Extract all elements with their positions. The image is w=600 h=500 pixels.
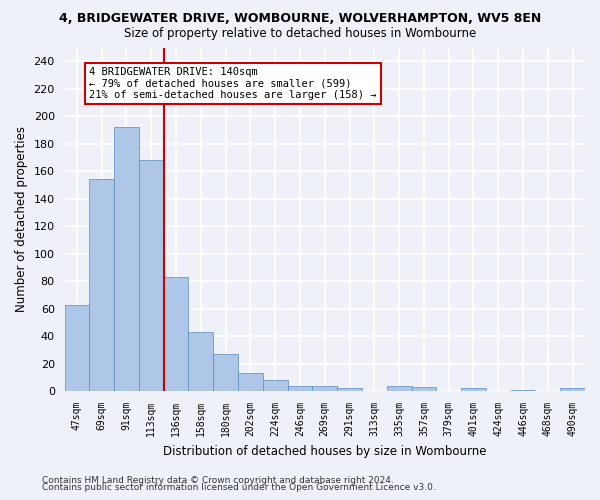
Text: 4, BRIDGEWATER DRIVE, WOMBOURNE, WOLVERHAMPTON, WV5 8EN: 4, BRIDGEWATER DRIVE, WOMBOURNE, WOLVERH… (59, 12, 541, 26)
Bar (287, 386, 313, 391)
Bar (188, 332, 213, 391)
Bar (412, 387, 436, 391)
Text: 4 BRIDGEWATER DRIVE: 140sqm
← 79% of detached houses are smaller (599)
21% of se: 4 BRIDGEWATER DRIVE: 140sqm ← 79% of det… (89, 66, 377, 100)
Text: Contains public sector information licensed under the Open Government Licence v3: Contains public sector information licen… (42, 484, 436, 492)
Text: Size of property relative to detached houses in Wombourne: Size of property relative to detached ho… (124, 28, 476, 40)
Bar (263, 380, 287, 391)
Text: Contains HM Land Registry data © Crown copyright and database right 2024.: Contains HM Land Registry data © Crown c… (42, 476, 394, 485)
Bar (65, 304, 89, 391)
Bar (337, 388, 362, 391)
Bar (511, 390, 535, 391)
Bar (560, 388, 585, 391)
Bar (89, 180, 114, 391)
Bar (164, 277, 188, 391)
Bar (313, 386, 337, 391)
Bar (213, 354, 238, 391)
X-axis label: Distribution of detached houses by size in Wombourne: Distribution of detached houses by size … (163, 444, 487, 458)
Bar (238, 374, 263, 391)
Bar (139, 160, 164, 391)
Y-axis label: Number of detached properties: Number of detached properties (15, 126, 28, 312)
Bar (461, 388, 486, 391)
Bar (114, 127, 139, 391)
Bar (387, 386, 412, 391)
